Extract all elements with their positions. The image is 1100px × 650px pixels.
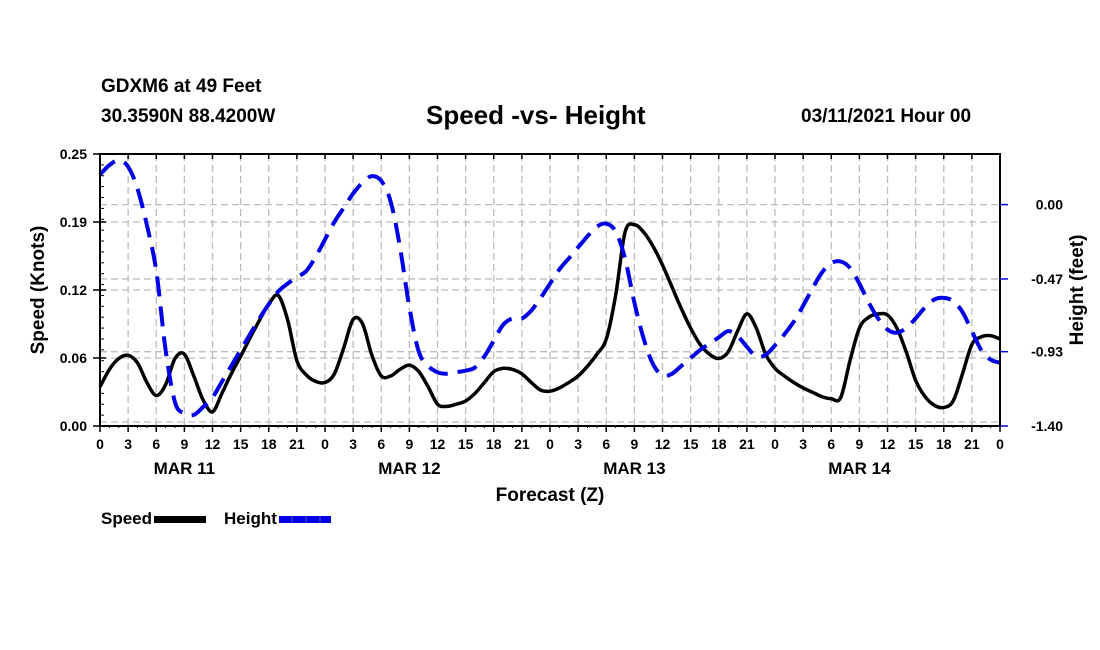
x-tick-label: 21 xyxy=(289,436,305,452)
x-tick-label: 6 xyxy=(602,436,610,452)
legend-swatch-speed xyxy=(154,515,207,523)
x-tick-label: 18 xyxy=(936,436,952,452)
axis-ticks xyxy=(93,153,1008,432)
x-tick-label: 21 xyxy=(964,436,980,452)
y-tick-label: 0.06 xyxy=(60,350,87,366)
x-tick-label: 12 xyxy=(430,436,446,452)
legend-item-speed: Speed xyxy=(101,509,207,529)
x-tick-label: 18 xyxy=(711,436,727,452)
x-tick-label: 18 xyxy=(486,436,502,452)
x-tick-label: 15 xyxy=(233,436,249,452)
x-tick-label: 3 xyxy=(799,436,807,452)
legend-item-height: Height xyxy=(224,509,331,529)
station-label: GDXM6 at 49 Feet xyxy=(101,76,262,97)
axis-labels: 0 3 6 9 12 15 18 21 0 3 6 9 12 15 18 21 0 3 6 9 12 15 18 21 0 3 6 9… xyxy=(60,146,1063,478)
x-tick-label: 0 xyxy=(96,436,104,452)
x-tick-label: 18 xyxy=(261,436,277,452)
y2-tick-label: -0.47 xyxy=(1031,271,1063,287)
forecast-datetime: 03/11/2021 Hour 00 xyxy=(801,106,972,127)
y-axis-title: Speed (Knots) xyxy=(28,226,49,355)
x-tick-label: 9 xyxy=(405,436,413,452)
legend-label-speed: Speed xyxy=(101,509,153,528)
y2-tick-label: -0.93 xyxy=(1031,344,1063,360)
coordinates-label: 30.3590N 88.4200W xyxy=(101,106,276,127)
y-tick-label: 0.25 xyxy=(60,146,87,162)
x-tick-label: 15 xyxy=(908,436,924,452)
x-tick-label: 9 xyxy=(180,436,188,452)
x-tick-label: 21 xyxy=(514,436,530,452)
x-tick-label: 0 xyxy=(996,436,1004,452)
x-tick-label: 12 xyxy=(880,436,896,452)
y-tick-label: 0.00 xyxy=(60,418,87,434)
series-line-speed xyxy=(98,222,1001,414)
y-tick-label: 0.19 xyxy=(60,214,87,230)
x-tick-label: 6 xyxy=(152,436,160,452)
x-axis-title: Forecast (Z) xyxy=(496,485,605,506)
x-tick-label: 0 xyxy=(321,436,329,452)
day-label: MAR 13 xyxy=(603,459,665,478)
x-tick-label: 9 xyxy=(630,436,638,452)
x-tick-label: 0 xyxy=(771,436,779,452)
y2-tick-label: 0.00 xyxy=(1036,197,1063,213)
legend-swatch-height xyxy=(278,515,331,523)
chart-title: Speed -vs- Height xyxy=(426,100,646,130)
x-tick-label: 12 xyxy=(655,436,671,452)
grid-lines xyxy=(100,154,1000,426)
legend-label-height: Height xyxy=(224,509,277,528)
x-tick-label: 3 xyxy=(124,436,132,452)
x-tick-label: 3 xyxy=(349,436,357,452)
x-tick-label: 6 xyxy=(827,436,835,452)
series-layer xyxy=(98,158,1001,418)
x-tick-label: 3 xyxy=(574,436,582,452)
x-tick-label: 9 xyxy=(855,436,863,452)
series-line-height xyxy=(98,158,1001,418)
x-tick-label: 12 xyxy=(205,436,221,452)
legend: Speed Height xyxy=(101,509,349,529)
y2-axis-title: Height (feet) xyxy=(1067,235,1088,346)
x-tick-label: 15 xyxy=(458,436,474,452)
y-tick-label: 0.12 xyxy=(60,282,87,298)
x-tick-label: 0 xyxy=(546,436,554,452)
x-tick-label: 6 xyxy=(377,436,385,452)
x-tick-label: 21 xyxy=(739,436,755,452)
day-label: MAR 14 xyxy=(828,459,891,478)
day-label: MAR 11 xyxy=(154,459,215,478)
y2-tick-label: -1.40 xyxy=(1031,418,1063,434)
day-label: MAR 12 xyxy=(378,459,440,478)
x-tick-label: 15 xyxy=(683,436,699,452)
